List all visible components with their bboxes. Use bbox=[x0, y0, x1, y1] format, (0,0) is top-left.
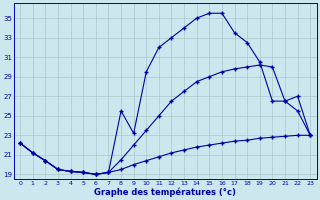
X-axis label: Graphe des températures (°c): Graphe des températures (°c) bbox=[94, 187, 236, 197]
